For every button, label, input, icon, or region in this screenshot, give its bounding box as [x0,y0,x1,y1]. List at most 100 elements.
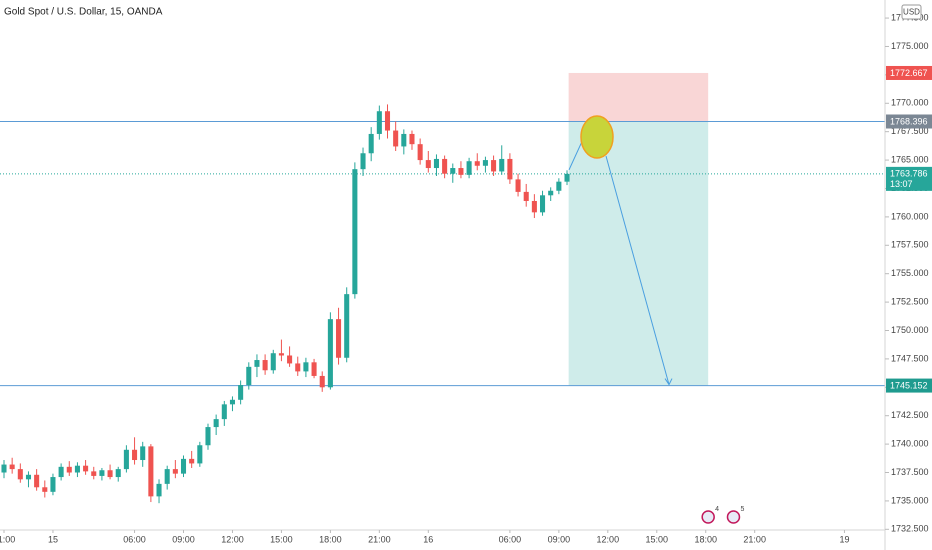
y-tick-label: 1735.000 [891,495,929,505]
last-price-label: 1763.786 [890,169,928,179]
x-tick-label: 21:00 [743,534,766,544]
candle-body [368,133,374,154]
candle-body [393,130,399,147]
y-tick-label: 1742.500 [891,410,929,420]
x-tick-label: 15 [48,534,58,544]
candle-body [205,427,211,446]
candle-body [58,466,64,478]
candle-body [238,385,244,400]
y-tick-label: 1757.500 [891,240,929,250]
candle-body [442,158,448,174]
currency-box[interactable] [901,4,922,20]
entry-price-label: 1768.396 [890,116,928,126]
price-axis: 1732.500 1735.000 1737.500 1740.000 1742.500… [885,12,929,534]
y-tick-label: 1752.500 [891,296,929,306]
candle-body [254,360,260,367]
candle-body [344,294,350,358]
candle-body [221,404,227,420]
candle-body [189,458,195,464]
candle-body [311,362,317,376]
event-icon [701,510,715,524]
candle-body [295,363,301,372]
y-tick-label: 1747.500 [891,353,929,363]
candle-body [287,355,293,364]
x-tick-label: 12:00 [221,534,244,544]
x-tick-label: 15:00 [646,534,669,544]
candle-body [433,158,439,169]
candle-body [540,195,546,213]
candle-body [360,153,366,170]
candle-body [491,160,497,172]
candle-body [278,353,284,356]
candle-body [507,158,513,180]
candle-body [148,446,154,497]
candle-body [523,191,529,201]
x-tick-label: 19 [839,534,849,544]
candle-body [515,179,521,192]
x-tick-label: 21:00 [0,534,15,544]
x-tick-label: 18:00 [319,534,342,544]
stop-price-label-box [886,65,932,80]
candle-body [17,469,23,480]
candle-body [164,469,170,484]
candle-body [531,200,537,213]
candle-body [107,470,113,478]
candle-body [156,483,162,497]
candle-body [319,375,325,388]
x-tick-label: 21:00 [368,534,391,544]
candle-body [9,464,15,470]
stop-zone [568,72,709,122]
candle-body [229,399,235,405]
x-tick-label: 06:00 [499,534,522,544]
last-price-box [886,166,932,191]
target-price-label-box [886,378,932,393]
candle-body [25,474,32,480]
candle-body [450,168,456,174]
candle-body [1,464,7,473]
candle-body [66,466,72,473]
x-tick-label: 09:00 [548,534,571,544]
candle-body [262,360,268,371]
stop-price-label: 1772.667 [890,68,928,78]
candle-body [140,446,146,461]
candle-body [172,469,178,474]
candle-body [99,470,105,476]
x-tick-label: 09:00 [172,534,195,544]
candle-body [246,366,252,386]
target-price-label: 1745.152 [890,380,928,390]
candle-body [417,144,423,161]
candle-body [458,168,464,175]
candle-body [474,161,480,166]
target-zone [568,121,709,386]
y-tick-label: 1732.500 [891,524,929,534]
candle-body [384,111,391,131]
event-count: 5 [740,506,744,513]
y-tick-label: 1770.000 [891,98,929,108]
candle-body [74,465,80,473]
y-tick-label: 1767.500 [891,126,929,136]
candle-body [91,471,97,476]
x-tick-label: 06:00 [123,534,146,544]
candle-body [180,458,187,474]
candle-body [352,169,358,295]
candle-body [556,181,562,191]
candle-body [499,158,505,172]
x-tick-label: 15:00 [270,534,293,544]
x-tick-label: 16 [423,534,433,544]
candle-body [466,161,472,175]
candle-body [327,319,333,388]
countdown: 13:07 [890,179,913,189]
highlight-circle [580,115,614,159]
candle-body [197,445,203,464]
candle-body [115,469,121,478]
event-count: 4 [715,506,719,513]
y-tick-label: 1755.000 [891,268,929,278]
y-tick-label: 1775.000 [891,41,929,51]
currency[interactable]: USD [903,8,920,17]
candle-body [132,449,138,461]
candle-body [123,449,129,470]
y-tick-label: 1750.000 [891,325,929,335]
candle-body [409,133,415,145]
